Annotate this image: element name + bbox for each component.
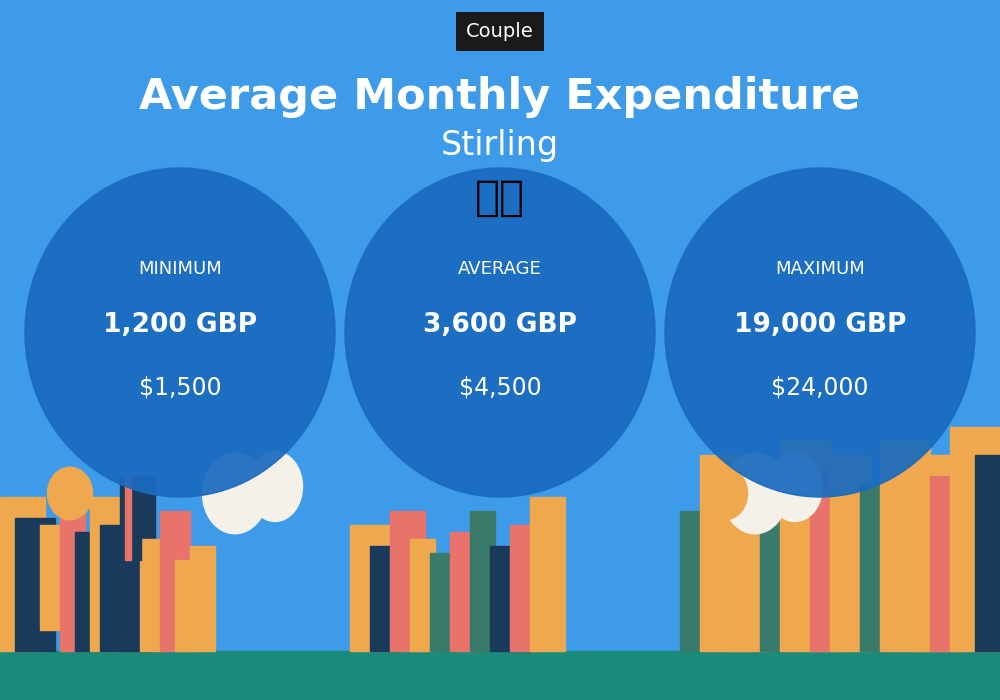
- Bar: [15, 518, 55, 651]
- Bar: [510, 525, 540, 651]
- Text: 3,600 GBP: 3,600 GBP: [423, 312, 577, 339]
- Bar: [135, 490, 141, 560]
- Bar: [40, 525, 70, 630]
- Text: 1,200 GBP: 1,200 GBP: [103, 312, 257, 339]
- Bar: [470, 511, 495, 651]
- Text: $1,500: $1,500: [139, 375, 221, 399]
- Bar: [75, 532, 105, 651]
- Bar: [0, 497, 45, 651]
- Bar: [490, 546, 530, 651]
- Bar: [90, 497, 130, 651]
- Text: Couple: Couple: [466, 22, 534, 41]
- Text: AVERAGE: AVERAGE: [458, 260, 542, 279]
- Bar: [190, 546, 215, 651]
- Bar: [450, 532, 480, 651]
- Ellipse shape: [202, 454, 268, 533]
- Bar: [0, 651, 1000, 700]
- Ellipse shape: [48, 468, 92, 519]
- Bar: [910, 455, 950, 651]
- Bar: [760, 497, 790, 651]
- Ellipse shape: [722, 454, 788, 533]
- Bar: [370, 546, 400, 651]
- Bar: [975, 455, 1000, 651]
- Text: MINIMUM: MINIMUM: [138, 260, 222, 279]
- Ellipse shape: [768, 452, 822, 522]
- Bar: [125, 476, 131, 560]
- Bar: [700, 455, 750, 651]
- Bar: [880, 441, 930, 651]
- Text: MAXIMUM: MAXIMUM: [775, 260, 865, 279]
- Bar: [430, 553, 470, 651]
- Ellipse shape: [345, 168, 655, 497]
- Bar: [730, 476, 770, 651]
- Bar: [780, 441, 830, 651]
- Bar: [390, 511, 425, 651]
- Text: Average Monthly Expenditure: Average Monthly Expenditure: [139, 76, 861, 118]
- Ellipse shape: [25, 168, 335, 497]
- Bar: [100, 525, 125, 651]
- Bar: [860, 483, 890, 651]
- Bar: [60, 511, 85, 651]
- Text: Stirling: Stirling: [441, 129, 559, 162]
- Ellipse shape: [702, 468, 748, 519]
- Text: 🇬🇧: 🇬🇧: [475, 176, 525, 218]
- Bar: [160, 511, 190, 651]
- Bar: [120, 476, 155, 651]
- Text: $24,000: $24,000: [771, 375, 869, 399]
- Text: $4,500: $4,500: [459, 375, 541, 399]
- Text: 19,000 GBP: 19,000 GBP: [734, 312, 906, 339]
- Ellipse shape: [248, 452, 302, 522]
- Bar: [175, 560, 195, 651]
- Bar: [140, 539, 165, 651]
- Bar: [350, 525, 390, 651]
- Bar: [410, 539, 435, 651]
- Bar: [810, 469, 845, 651]
- Bar: [680, 511, 720, 651]
- Bar: [830, 455, 870, 651]
- Bar: [930, 476, 965, 651]
- Bar: [530, 497, 565, 651]
- Ellipse shape: [665, 168, 975, 497]
- Bar: [950, 427, 1000, 651]
